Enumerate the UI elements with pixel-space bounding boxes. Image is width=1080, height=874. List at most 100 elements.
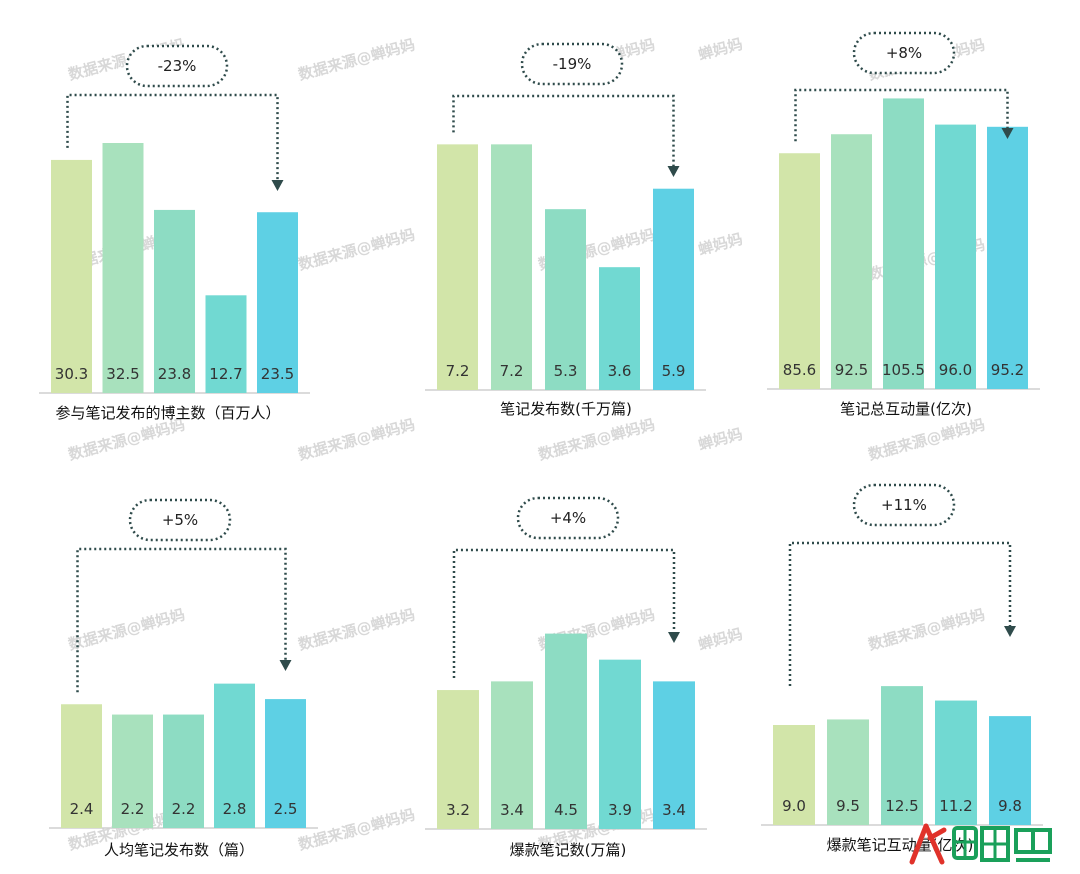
bar xyxy=(545,209,586,390)
change-badge-text: +8% xyxy=(886,44,922,62)
watermark-text: 蝉妈妈 xyxy=(696,230,744,259)
change-badge-text: +5% xyxy=(162,511,198,529)
chart-panel: 85.6 92.5 105.5 96.0 95.2 +8% 笔记总互动量(亿次) xyxy=(767,31,1040,418)
bar xyxy=(881,686,923,825)
bar xyxy=(257,212,298,393)
value-label: 7.2 xyxy=(446,362,470,380)
brand-logo xyxy=(909,823,1052,865)
value-label: 5.3 xyxy=(554,362,578,380)
chart-panel: 7.2 7.2 5.3 3.6 5.9 -19% 笔记发布数(千万篇) xyxy=(425,42,706,418)
change-arrow xyxy=(452,94,675,166)
value-label: 11.2 xyxy=(939,797,972,815)
value-label: 32.5 xyxy=(106,365,139,383)
value-label: 5.9 xyxy=(662,362,686,380)
chart-panel: 9.0 9.5 12.5 11.2 9.8+11%爆款笔记互动量(亿次) xyxy=(761,483,1043,854)
value-label: 105.5 xyxy=(882,361,925,379)
value-label: 9.5 xyxy=(836,797,860,815)
bar xyxy=(491,681,533,829)
bar xyxy=(653,681,695,829)
watermark-text: 数据来源@蝉妈妈 xyxy=(296,805,417,853)
value-label: 30.3 xyxy=(55,365,88,383)
bar xyxy=(827,719,869,825)
value-label: 12.7 xyxy=(209,365,242,383)
bar xyxy=(163,714,204,828)
value-label: 95.2 xyxy=(991,361,1024,379)
change-arrow xyxy=(788,541,1012,686)
watermark-text: 数据来源@蝉妈妈 xyxy=(66,415,187,463)
bar xyxy=(265,699,306,828)
bar xyxy=(599,267,640,390)
change-badge-text: -23% xyxy=(158,57,197,75)
change-badge-text: +4% xyxy=(550,509,586,527)
change-badge xyxy=(128,498,232,542)
bar xyxy=(51,159,92,393)
bar xyxy=(491,144,532,390)
chart-title: 参与笔记发布的博主数（百万人） xyxy=(55,404,280,422)
value-label: 96.0 xyxy=(939,361,972,379)
value-label: 2.5 xyxy=(274,800,298,818)
bar xyxy=(987,126,1028,390)
value-label: 3.9 xyxy=(608,801,632,819)
change-badge xyxy=(125,44,229,88)
chart-title: 笔记总互动量(亿次) xyxy=(840,400,972,418)
bar xyxy=(935,124,976,389)
bar xyxy=(61,704,102,828)
value-label: 2.8 xyxy=(223,800,247,818)
watermark-text: 蝉妈妈 xyxy=(696,425,744,454)
value-label: 2.4 xyxy=(70,800,94,818)
bar xyxy=(154,209,195,393)
bar xyxy=(831,134,872,389)
watermark-text: 数据来源@蝉妈妈 xyxy=(296,415,417,463)
chart-panel: 3.2 3.4 4.5 3.9 3.4 +4% 爆款笔记数(万篇) xyxy=(425,496,707,859)
bar xyxy=(102,143,144,393)
chart-panel: 2.4 2.2 2.2 2.8 2.5 +5% 人均笔记发布数（篇） xyxy=(49,498,318,859)
bar xyxy=(545,633,587,829)
value-label: 9.0 xyxy=(782,797,806,815)
watermark-text: 数据来源@蝉妈妈 xyxy=(296,605,417,653)
chart-panel: 30.3 32.5 23.8 12.7 23.5 -23% 参与笔记发布的博主数（百万人） xyxy=(39,44,310,422)
bar xyxy=(883,98,924,389)
change-badge xyxy=(852,31,956,75)
change-arrow xyxy=(76,547,287,693)
value-label: 2.2 xyxy=(121,800,145,818)
value-label: 92.5 xyxy=(835,361,868,379)
bar xyxy=(214,683,255,828)
value-label: 23.8 xyxy=(158,365,191,383)
bar xyxy=(437,690,479,829)
value-label: 4.5 xyxy=(554,801,578,819)
bar xyxy=(112,714,153,828)
watermark-text: 数据来源@蝉妈妈 xyxy=(866,605,987,653)
value-label: 9.8 xyxy=(998,797,1022,815)
arrow-head xyxy=(1001,128,1014,139)
bar xyxy=(599,659,641,829)
bar xyxy=(653,188,694,390)
arrow-head xyxy=(271,180,284,191)
watermark-text: 数据来源@蝉妈妈 xyxy=(66,605,187,653)
value-label: 3.2 xyxy=(446,801,470,819)
watermark-text: 蝉妈妈 xyxy=(696,625,744,654)
bar xyxy=(779,153,820,389)
watermark-text: 数据来源@蝉妈妈 xyxy=(536,415,657,463)
chart-title: 爆款笔记数(万篇) xyxy=(510,841,627,859)
bar xyxy=(935,700,977,825)
value-label: 3.4 xyxy=(662,801,686,819)
chart-title: 人均笔记发布数（篇） xyxy=(104,841,254,859)
arrow-head xyxy=(667,166,680,177)
bar xyxy=(773,725,815,825)
watermark-text: 数据来源@蝉妈妈 xyxy=(296,225,417,273)
value-label: 7.2 xyxy=(500,362,524,380)
arrow-head xyxy=(1004,626,1016,637)
value-label: 23.5 xyxy=(261,365,294,383)
arrow-head xyxy=(279,660,292,671)
value-label: 3.4 xyxy=(500,801,524,819)
change-badge xyxy=(520,42,624,86)
bar xyxy=(989,716,1031,825)
bar xyxy=(437,144,478,390)
change-badge xyxy=(852,483,956,527)
value-label: 2.2 xyxy=(172,800,196,818)
value-label: 85.6 xyxy=(783,361,816,379)
watermark-text: 数据来源@蝉妈妈 xyxy=(866,415,987,463)
value-label: 12.5 xyxy=(885,797,918,815)
change-badge xyxy=(516,496,620,540)
change-badge-text: -19% xyxy=(553,55,592,73)
